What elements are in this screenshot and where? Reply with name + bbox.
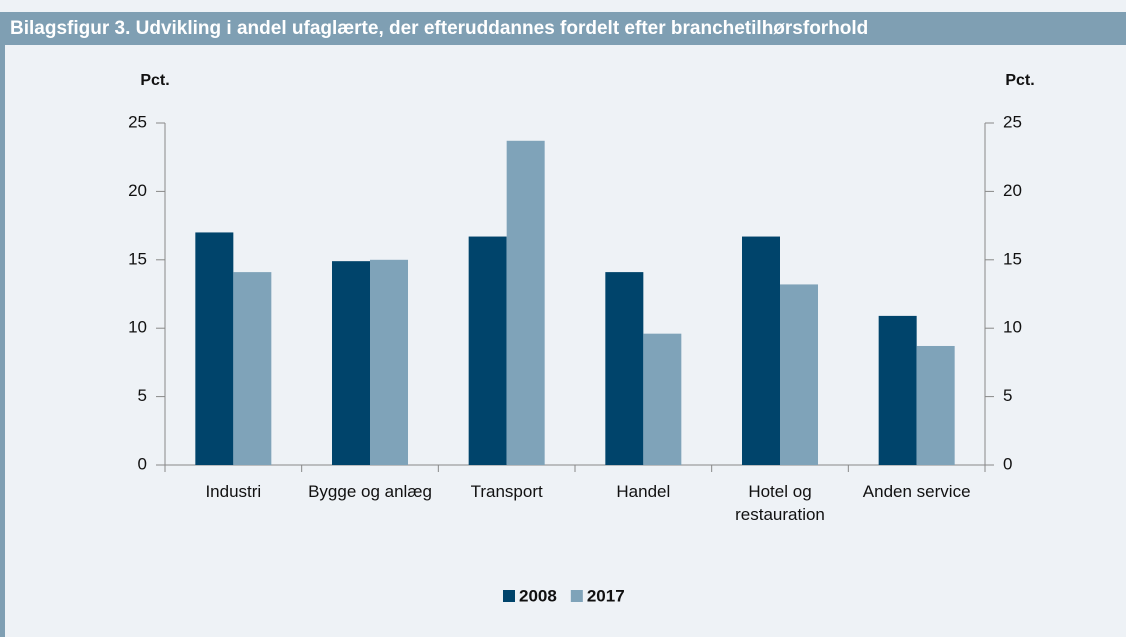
bar <box>742 236 780 465</box>
y2-tick-label: 20 <box>1003 181 1022 200</box>
x-tick-label: Transport <box>471 482 543 501</box>
bar <box>370 259 408 465</box>
y2-tick-label: 25 <box>1003 112 1022 131</box>
legend-label: 2008 <box>519 586 557 605</box>
x-tick-label: Hotel og restauration <box>735 482 825 524</box>
chart-title: Bilagsfigur 3. Udvikling i andel ufaglær… <box>10 18 868 39</box>
legend-swatch <box>570 590 583 602</box>
y-tick-label: 20 <box>128 181 147 200</box>
bar <box>780 284 818 465</box>
x-tick-label: Handel <box>616 482 670 501</box>
y-axis-label: Pct. <box>140 72 169 89</box>
legend-label: 2017 <box>587 586 625 605</box>
bar <box>643 333 682 465</box>
title-bar <box>0 12 1126 45</box>
x-tick-label: Bygge og anlæg <box>308 482 432 501</box>
bar <box>468 236 507 465</box>
y2-tick-label: 10 <box>1003 318 1022 337</box>
y-tick-label: 10 <box>128 318 147 337</box>
legend-swatch <box>503 590 515 602</box>
bar <box>506 140 545 465</box>
y2-tick-label: 0 <box>1003 454 1012 473</box>
bar <box>916 345 955 465</box>
bar <box>195 232 234 465</box>
bar <box>878 315 917 465</box>
y-tick-label: 0 <box>138 454 147 473</box>
y-tick-label: 5 <box>138 386 147 405</box>
bar <box>233 272 272 465</box>
y-tick-label: 15 <box>128 249 147 268</box>
left-border <box>0 45 5 637</box>
bar <box>332 261 370 465</box>
x-tick-label: Industri <box>205 482 261 501</box>
y2-axis-label: Pct. <box>1005 72 1034 89</box>
y2-tick-label: 15 <box>1003 249 1022 268</box>
y2-tick-label: 5 <box>1003 386 1012 405</box>
bar <box>605 272 644 465</box>
y-tick-label: 25 <box>128 112 147 131</box>
x-tick-label: Anden service <box>863 482 971 501</box>
